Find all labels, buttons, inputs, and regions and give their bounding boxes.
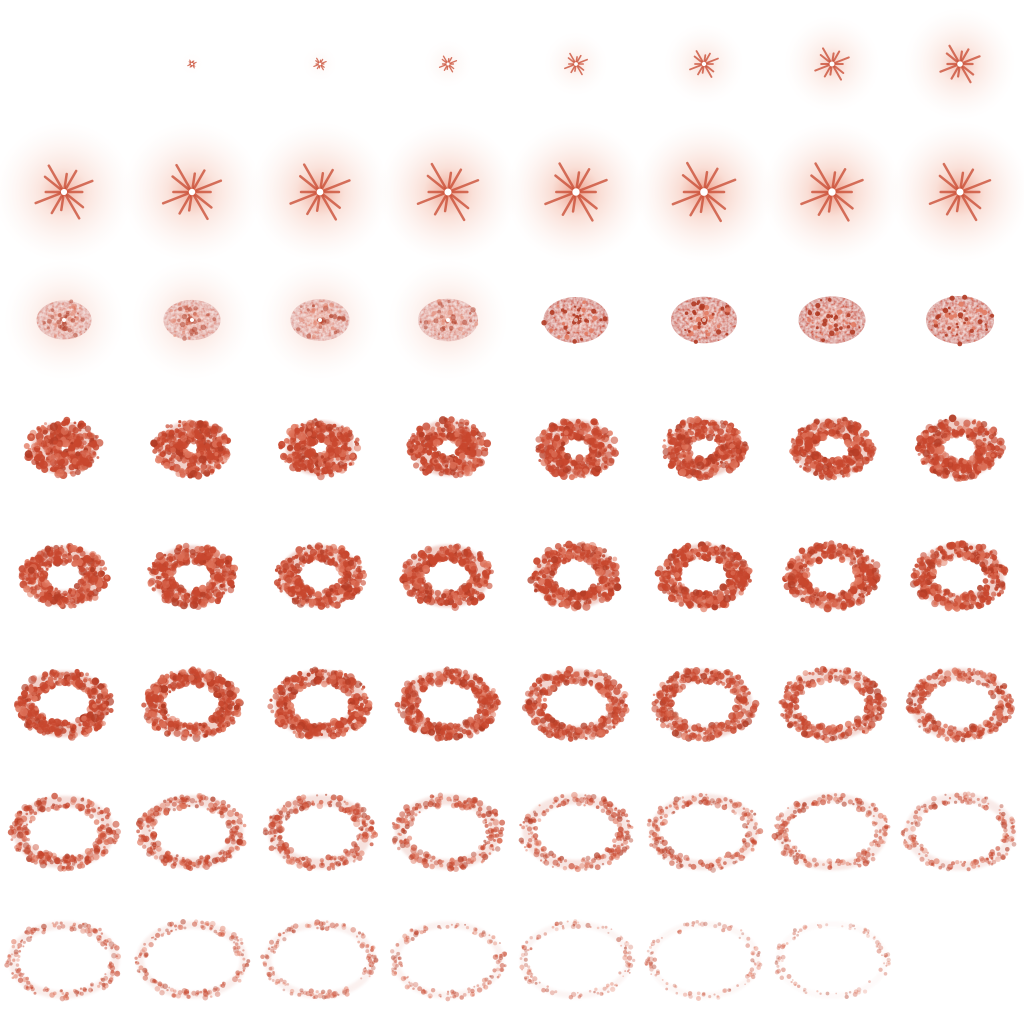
sprite-frame	[762, 122, 902, 262]
sprite-frame	[909, 540, 1009, 612]
sprite-frame	[506, 122, 646, 262]
sprite-frame	[671, 296, 737, 344]
sprite-frame	[260, 260, 380, 380]
sprite-frame	[521, 665, 630, 742]
sprite-frame	[424, 40, 472, 88]
sprite-frame	[302, 46, 338, 82]
frames-layer	[0, 8, 1024, 1002]
sprite-frame	[527, 540, 622, 612]
sprite-frame	[180, 52, 204, 76]
sprite-frame	[784, 16, 880, 112]
sprite-frame	[278, 417, 362, 481]
sprite-frame	[662, 415, 749, 482]
sprite-frame	[535, 418, 619, 481]
sprite-frame	[250, 122, 390, 262]
sprite-frame	[544, 32, 608, 96]
sprite-frame	[798, 296, 866, 344]
sprite-frame	[771, 792, 891, 871]
sprite-frame	[664, 24, 744, 104]
sprite-frame	[4, 921, 122, 1002]
sprite-frame	[774, 923, 891, 1000]
sprite-frame	[634, 122, 774, 262]
sprite-frame	[519, 919, 636, 1000]
sprite-frame	[23, 416, 104, 480]
sprite-frame	[13, 668, 115, 741]
sprite-frame	[262, 793, 379, 872]
sprite-frame	[644, 920, 763, 1002]
sprite-frame	[778, 665, 888, 744]
sprite-frame	[904, 8, 1016, 120]
sprite-frame	[394, 666, 502, 742]
sprite-frame	[399, 543, 494, 612]
sprite-frame	[890, 122, 1024, 262]
sprite-frame	[267, 666, 373, 740]
sprite-frame	[150, 419, 232, 480]
sprite-frame	[260, 919, 379, 1000]
sprite-frame	[406, 416, 492, 479]
sprite-frame	[541, 297, 609, 344]
sprite-frame	[518, 791, 634, 873]
sprite-frame	[135, 792, 247, 872]
sprite-frame	[654, 541, 753, 613]
sprite-frame	[122, 122, 262, 262]
sprite-frame	[905, 667, 1015, 743]
sprite-frame	[926, 294, 995, 347]
sprite-frame	[391, 792, 506, 873]
sprite-frame	[141, 666, 244, 742]
sprite-frame	[782, 540, 882, 613]
sprite-frame	[388, 260, 508, 380]
sprite-frame	[651, 667, 760, 743]
sprite-frame	[900, 791, 1017, 872]
sprite-frame	[646, 792, 764, 873]
sprite-frame	[789, 416, 877, 481]
sprite-frame	[134, 919, 251, 1001]
sprite-frame	[132, 260, 252, 380]
sprite-frame	[4, 260, 124, 380]
sprite-frame	[7, 792, 121, 872]
sprite-frame	[147, 542, 239, 611]
sprite-frame	[390, 921, 507, 1002]
sprite-frame	[915, 414, 1007, 482]
sprite-frame	[0, 122, 134, 262]
sprite-frame	[378, 122, 518, 262]
sprite-frame	[273, 542, 367, 610]
sprite-frame	[18, 542, 111, 610]
